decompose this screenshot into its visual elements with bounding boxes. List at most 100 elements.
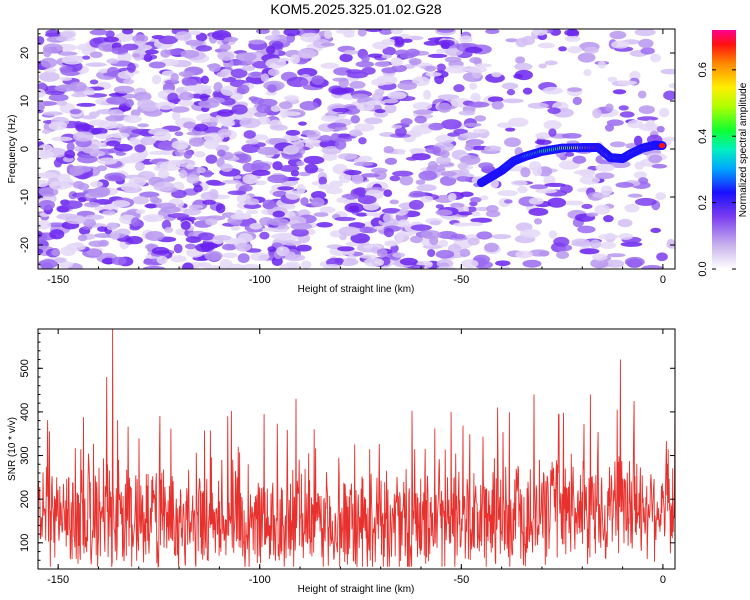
spectrogram-cell: [143, 53, 153, 63]
spectrogram-cell: [44, 68, 57, 73]
spectrogram-cell: [264, 35, 281, 41]
spectrogram-cell: [439, 150, 450, 158]
spectrogram-cell: [81, 115, 97, 120]
spectrogram-cell: [122, 78, 135, 85]
spectrogram-cell: [143, 266, 165, 269]
spectrogram-cell: [467, 221, 484, 227]
spectrogram-cell: [337, 153, 358, 160]
spectrogram-cell: [215, 144, 230, 152]
spectrogram-cell: [425, 146, 442, 154]
spectrogram-cell: [41, 261, 53, 269]
spectrogram-cell: [216, 71, 227, 77]
spectrogram-cell: [311, 75, 325, 85]
spectrogram-cell: [447, 132, 461, 137]
spectrogram-cell: [453, 84, 465, 93]
spectrogram-cell: [110, 132, 130, 139]
spectrogram-cell: [77, 154, 98, 164]
spectrogram-cell: [560, 184, 573, 194]
spectrogram-cell: [553, 236, 570, 247]
spectrogram-cell: [383, 98, 399, 104]
spectrogram-cell: [373, 225, 387, 230]
spectrogram-cell: [426, 164, 446, 173]
spectrogram-cell: [57, 84, 78, 89]
spectrogram-cell: [41, 129, 51, 134]
spectrogram-cell: [267, 246, 277, 253]
spectrogram-cell: [436, 259, 454, 269]
spectrogram-cell: [220, 118, 235, 128]
spectrogram-cell: [72, 180, 85, 189]
spectrogram-cell: [155, 101, 176, 110]
spectrogram-cell: [410, 235, 424, 244]
spectrogram-cell: [571, 238, 590, 246]
spectrogram-cell: [241, 65, 256, 72]
spectrogram-cell: [300, 32, 321, 43]
spectrogram-cell: [581, 203, 593, 209]
spectrogram-cell: [367, 53, 384, 58]
spectrogram-cell: [538, 63, 547, 69]
spectrogram-cell: [484, 242, 499, 253]
spectrogram-cell: [38, 101, 46, 112]
spectrogram-cell: [249, 77, 265, 85]
spectrogram-cell: [355, 61, 375, 68]
spectrogram-cell: [475, 63, 492, 68]
signal-track: [476, 140, 667, 188]
spectrogram-cell: [183, 121, 196, 129]
spectrogram-cell: [656, 252, 668, 262]
spectrogram-cell: [624, 256, 645, 267]
spectrogram-cell: [533, 218, 543, 225]
spectrogram-cell: [564, 29, 579, 37]
spectrogram-cell: [193, 184, 203, 193]
spectrogram-cell: [334, 139, 347, 150]
spectrogram-cell: [57, 261, 73, 269]
spectrogram-cell: [655, 192, 667, 201]
spectrogram-xtick-label: -50: [453, 274, 469, 286]
spectrogram-cell: [38, 150, 54, 160]
spectrogram-cell: [609, 141, 626, 148]
colorbar-tick-label: 0.0: [697, 261, 709, 276]
spectrogram-cell: [484, 145, 502, 152]
spectrogram-cell: [346, 71, 368, 79]
spectrogram-cell: [290, 223, 313, 230]
spectrogram-cell: [111, 256, 127, 266]
spectrogram-cell: [134, 91, 152, 102]
spectrogram-cell: [662, 137, 675, 142]
spectrogram-cell: [45, 29, 61, 37]
spectrogram-cell: [376, 248, 388, 258]
spectrogram-cell: [220, 85, 238, 96]
spectrogram-cell: [505, 127, 516, 132]
snr-frame: [37, 328, 676, 570]
spectrogram-cell: [459, 35, 473, 44]
spectrogram-cell: [537, 42, 555, 49]
spectrogram-cell: [428, 122, 444, 131]
spectrogram-cell: [577, 52, 596, 63]
spectrogram-cell: [197, 232, 215, 241]
spectrogram-cell: [59, 65, 73, 73]
spectrogram-cell: [344, 202, 365, 213]
spectrogram-cell: [195, 45, 213, 52]
spectrogram-cell: [355, 212, 369, 217]
spectrogram-cell: [389, 175, 401, 182]
spectrogram-cell: [45, 90, 65, 96]
spectrogram-cell: [235, 242, 252, 252]
colorbar-tick-label: 0.2: [697, 195, 709, 210]
spectrogram-cell: [520, 167, 531, 178]
spectrogram-cell: [106, 58, 119, 64]
spectrogram-cell: [250, 162, 271, 172]
spectrogram-cell: [466, 206, 477, 213]
spectrogram-cell: [650, 53, 661, 63]
spectrogram-cell: [425, 72, 442, 77]
snr-xtick-label: -50: [453, 574, 469, 586]
spectrogram-cell: [104, 172, 126, 182]
spectrogram-cell: [193, 151, 206, 158]
snr-xtick-label: -150: [47, 574, 69, 586]
spectrogram-cell: [267, 68, 280, 77]
spectrogram-cell: [222, 252, 238, 259]
spectrogram-cell: [323, 29, 333, 39]
spectrogram-cell: [182, 78, 198, 87]
spectrogram-cell: [595, 163, 615, 172]
spectrogram-cell: [127, 62, 136, 73]
spectrogram-cell: [230, 225, 240, 231]
spectrogram-cell: [85, 214, 105, 220]
spectrogram-ytick-label: -10: [19, 189, 31, 205]
